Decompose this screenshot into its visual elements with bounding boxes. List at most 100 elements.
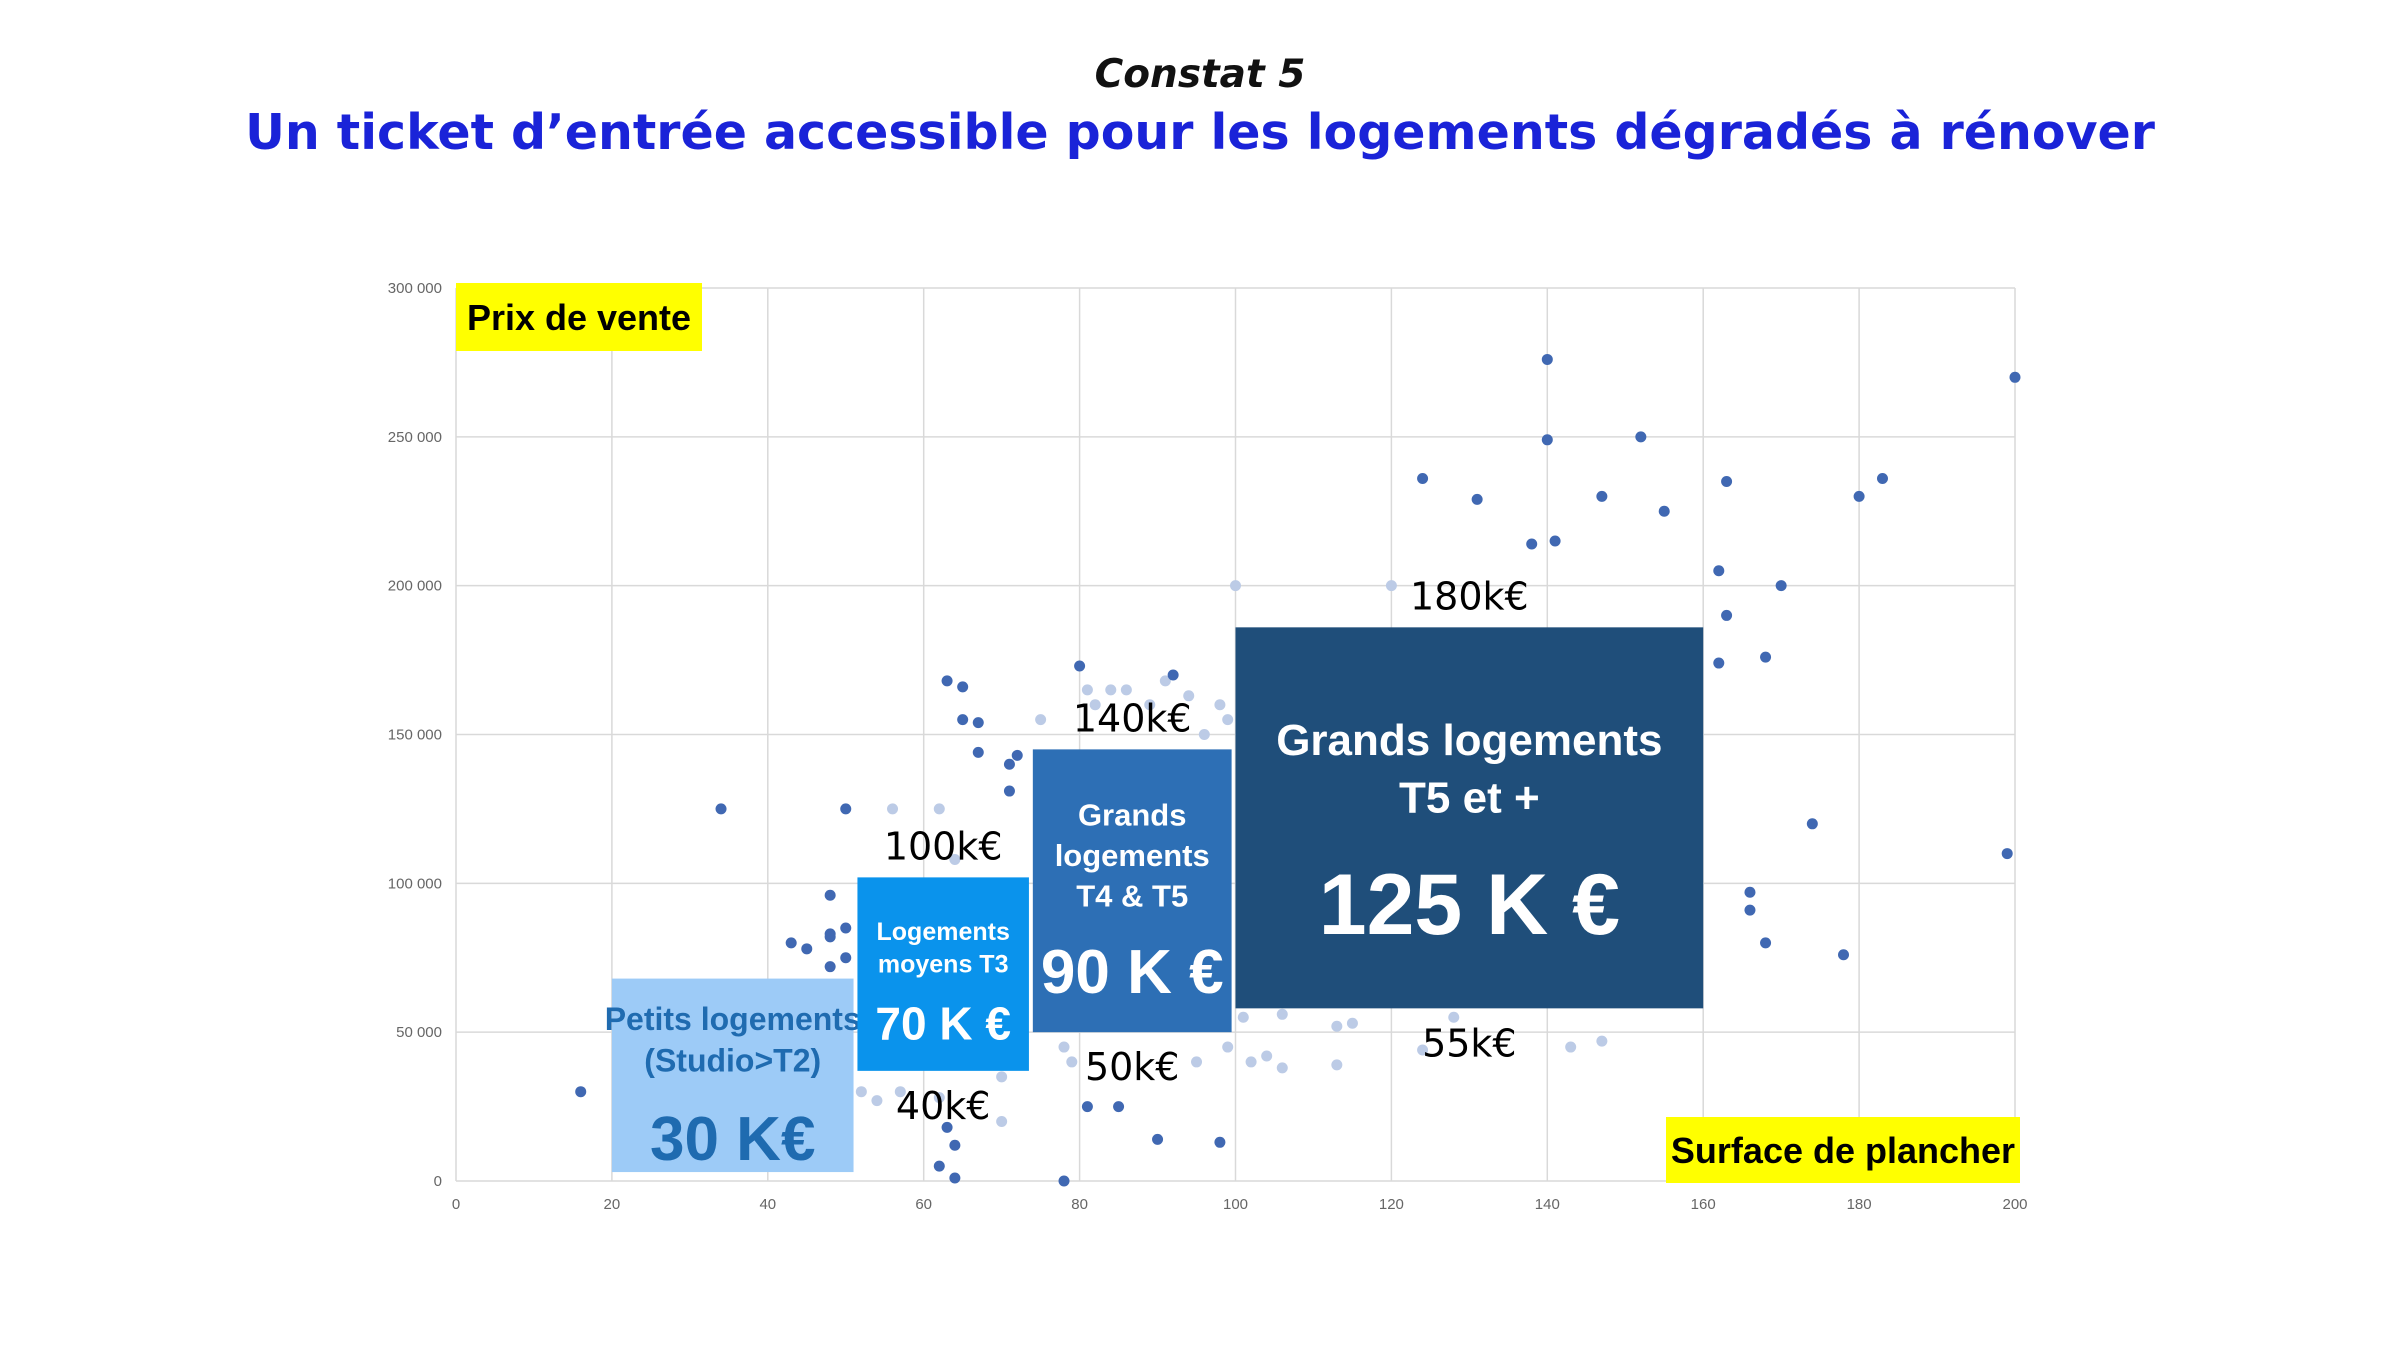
y-tick-label: 250 000 <box>388 429 442 446</box>
data-point-faded <box>1081 684 1093 696</box>
data-point <box>575 1086 587 1098</box>
data-point <box>1635 431 1647 443</box>
data-point <box>1541 434 1553 446</box>
data-point <box>972 746 984 758</box>
data-point-faded <box>933 803 945 815</box>
data-point <box>972 717 984 729</box>
data-point-faded <box>996 1115 1008 1127</box>
data-point-faded <box>1191 1056 1203 1068</box>
data-point-faded <box>1331 1020 1343 1032</box>
category-label: moyens T3 <box>878 951 1009 979</box>
data-point <box>1744 886 1756 898</box>
data-point-faded <box>1230 580 1241 592</box>
data-point <box>1838 949 1850 961</box>
data-point <box>1214 1136 1226 1148</box>
x-tick-label: 60 <box>915 1196 932 1213</box>
data-point <box>1744 904 1756 916</box>
data-point-faded <box>1144 699 1156 711</box>
data-point-faded <box>1346 1017 1358 1029</box>
data-point <box>949 1172 961 1184</box>
data-point-faded <box>1222 1041 1234 1053</box>
x-tick-label: 160 <box>1691 1196 1716 1213</box>
x-tick-label: 0 <box>452 1196 460 1213</box>
data-point <box>1806 818 1818 830</box>
category-label: logements <box>1055 838 1210 873</box>
category-box-grands5p <box>1235 627 1704 1009</box>
data-point <box>1713 565 1725 577</box>
data-point-faded <box>855 1086 867 1098</box>
data-point-faded <box>996 1071 1008 1083</box>
y-tick-label: 300 000 <box>388 280 442 297</box>
data-point-faded <box>1198 729 1210 740</box>
category-label: T5 et + <box>1399 773 1540 822</box>
category-label: Grands logements <box>1276 716 1662 765</box>
category-label: Petits logements <box>605 1001 861 1037</box>
data-point <box>1003 758 1015 770</box>
y-tick-label: 50 000 <box>396 1024 442 1041</box>
price-min-label: 40k€ <box>896 1084 991 1128</box>
data-point-faded <box>1276 1062 1288 1074</box>
data-point <box>1596 490 1608 502</box>
data-point <box>1058 1175 1070 1187</box>
price-min-label: 55k€ <box>1422 1021 1517 1065</box>
data-point-faded <box>1066 1056 1078 1068</box>
data-point <box>1011 749 1023 761</box>
price-max-label: 180k€ <box>1410 574 1529 618</box>
data-point <box>1760 651 1772 663</box>
category-label: T4 & T5 <box>1076 878 1188 913</box>
data-point-faded <box>1596 1035 1608 1047</box>
data-point <box>824 931 836 943</box>
category-box-grands45 <box>1032 749 1232 1033</box>
y-tick-label: 200 000 <box>388 578 442 595</box>
category-value: 125 K € <box>1319 857 1620 953</box>
data-point <box>957 681 969 693</box>
data-point <box>1876 473 1888 485</box>
data-point-faded <box>1159 675 1171 687</box>
data-point <box>1526 538 1538 550</box>
data-point-faded <box>887 803 899 815</box>
slide-kicker: Constat 5 <box>1094 52 1306 97</box>
data-point <box>824 961 836 973</box>
data-point <box>840 922 852 934</box>
data-point <box>1775 580 1787 592</box>
data-point-faded <box>1058 1041 1070 1053</box>
category-label: (Studio>T2) <box>644 1043 821 1079</box>
data-point-faded <box>1120 684 1132 696</box>
category-box-petits <box>611 978 854 1173</box>
category-value: 30 K€ <box>650 1105 815 1174</box>
data-point-faded <box>1417 1044 1429 1056</box>
data-point-faded <box>933 1092 945 1104</box>
data-point <box>1853 490 1865 502</box>
x-tick-label: 180 <box>1847 1196 1872 1213</box>
data-point <box>1167 669 1179 681</box>
data-point <box>1713 657 1725 669</box>
data-point <box>1113 1101 1125 1113</box>
data-point-faded <box>1222 714 1234 726</box>
category-label: Logements <box>877 918 1010 946</box>
data-point-faded <box>1237 1011 1249 1023</box>
price-min-label: 50k€ <box>1085 1045 1180 1089</box>
data-point-faded <box>1565 1041 1577 1053</box>
category-value: 70 K € <box>875 998 1011 1050</box>
data-point <box>785 937 797 949</box>
data-point <box>1152 1133 1164 1145</box>
data-point <box>933 1160 945 1172</box>
data-point <box>1074 660 1086 672</box>
data-point <box>840 803 852 815</box>
data-point <box>715 803 727 815</box>
data-point-faded <box>1245 1056 1257 1068</box>
x-tick-label: 80 <box>1071 1196 1088 1213</box>
data-point <box>1003 785 1015 797</box>
data-point-faded <box>1214 699 1226 711</box>
data-point <box>1658 505 1670 517</box>
data-point <box>2001 848 2013 860</box>
x-axis-title-bg <box>1666 1117 2020 1183</box>
data-point <box>941 1121 953 1133</box>
data-point-faded <box>1089 699 1101 711</box>
data-point-faded <box>1035 714 1047 726</box>
data-point <box>1721 609 1733 621</box>
data-point <box>949 1139 961 1151</box>
x-tick-label: 200 <box>2002 1196 2027 1213</box>
y-tick-label: 150 000 <box>388 727 442 744</box>
